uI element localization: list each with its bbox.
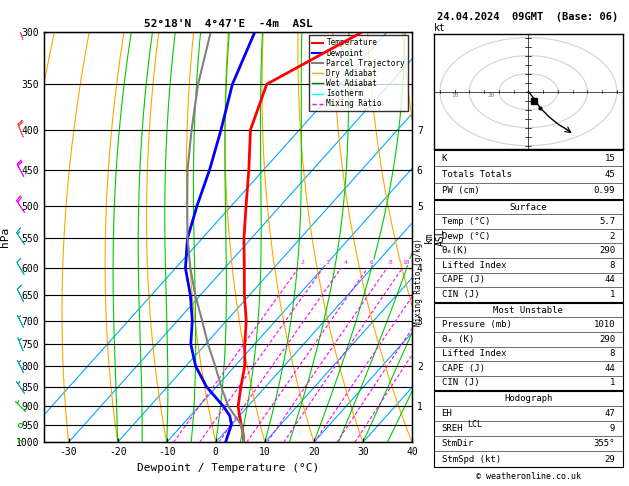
Text: 0.99: 0.99 <box>594 186 615 195</box>
Text: 8: 8 <box>610 349 615 358</box>
Text: 1: 1 <box>610 290 615 299</box>
Text: PW (cm): PW (cm) <box>442 186 479 195</box>
Text: StmSpd (kt): StmSpd (kt) <box>442 454 501 464</box>
Text: 2: 2 <box>301 260 304 265</box>
Text: 10: 10 <box>452 93 459 98</box>
Text: 10: 10 <box>403 260 410 265</box>
Text: Surface: Surface <box>509 203 547 211</box>
Legend: Temperature, Dewpoint, Parcel Trajectory, Dry Adiabat, Wet Adiabat, Isotherm, Mi: Temperature, Dewpoint, Parcel Trajectory… <box>309 35 408 111</box>
X-axis label: Dewpoint / Temperature (°C): Dewpoint / Temperature (°C) <box>137 463 319 473</box>
Text: 24.04.2024  09GMT  (Base: 06): 24.04.2024 09GMT (Base: 06) <box>437 12 618 22</box>
Text: Dewp (°C): Dewp (°C) <box>442 232 490 241</box>
Text: Temp (°C): Temp (°C) <box>442 217 490 226</box>
Text: θₑ (K): θₑ (K) <box>442 335 474 344</box>
Text: 20: 20 <box>487 93 494 98</box>
Text: 290: 290 <box>599 246 615 255</box>
Text: Mixing Ratio (g/kg): Mixing Ratio (g/kg) <box>414 238 423 326</box>
Text: 47: 47 <box>604 409 615 418</box>
Text: 44: 44 <box>604 276 615 284</box>
Text: CIN (J): CIN (J) <box>442 379 479 387</box>
Text: 29: 29 <box>604 454 615 464</box>
Text: Pressure (mb): Pressure (mb) <box>442 320 511 329</box>
Text: 8: 8 <box>389 260 392 265</box>
Text: SREH: SREH <box>442 424 463 434</box>
Text: 2: 2 <box>610 232 615 241</box>
Text: 9: 9 <box>610 424 615 434</box>
Text: 5.7: 5.7 <box>599 217 615 226</box>
Text: 6: 6 <box>370 260 374 265</box>
Y-axis label: hPa: hPa <box>0 227 10 247</box>
Text: 355°: 355° <box>594 439 615 449</box>
Text: 4: 4 <box>343 260 347 265</box>
Text: K: K <box>442 154 447 163</box>
Text: 1010: 1010 <box>594 320 615 329</box>
Text: 3: 3 <box>325 260 329 265</box>
Text: θₑ(K): θₑ(K) <box>442 246 469 255</box>
Text: 45: 45 <box>604 170 615 179</box>
Text: 8: 8 <box>610 261 615 270</box>
Text: 1: 1 <box>610 379 615 387</box>
Text: LCL: LCL <box>467 420 482 429</box>
Text: EH: EH <box>442 409 452 418</box>
Title: 52°18'N  4°47'E  -4m  ASL: 52°18'N 4°47'E -4m ASL <box>143 19 313 30</box>
Text: kt: kt <box>434 23 446 33</box>
Text: Lifted Index: Lifted Index <box>442 261 506 270</box>
Text: CIN (J): CIN (J) <box>442 290 479 299</box>
Text: 15: 15 <box>604 154 615 163</box>
Text: © weatheronline.co.uk: © weatheronline.co.uk <box>476 472 581 481</box>
Text: 290: 290 <box>599 335 615 344</box>
Text: Most Unstable: Most Unstable <box>493 306 564 314</box>
Text: Lifted Index: Lifted Index <box>442 349 506 358</box>
Text: Totals Totals: Totals Totals <box>442 170 511 179</box>
Text: StmDir: StmDir <box>442 439 474 449</box>
Y-axis label: km
ASL: km ASL <box>424 228 446 246</box>
Text: CAPE (J): CAPE (J) <box>442 276 484 284</box>
Text: 44: 44 <box>604 364 615 373</box>
Text: CAPE (J): CAPE (J) <box>442 364 484 373</box>
Text: Hodograph: Hodograph <box>504 394 552 403</box>
